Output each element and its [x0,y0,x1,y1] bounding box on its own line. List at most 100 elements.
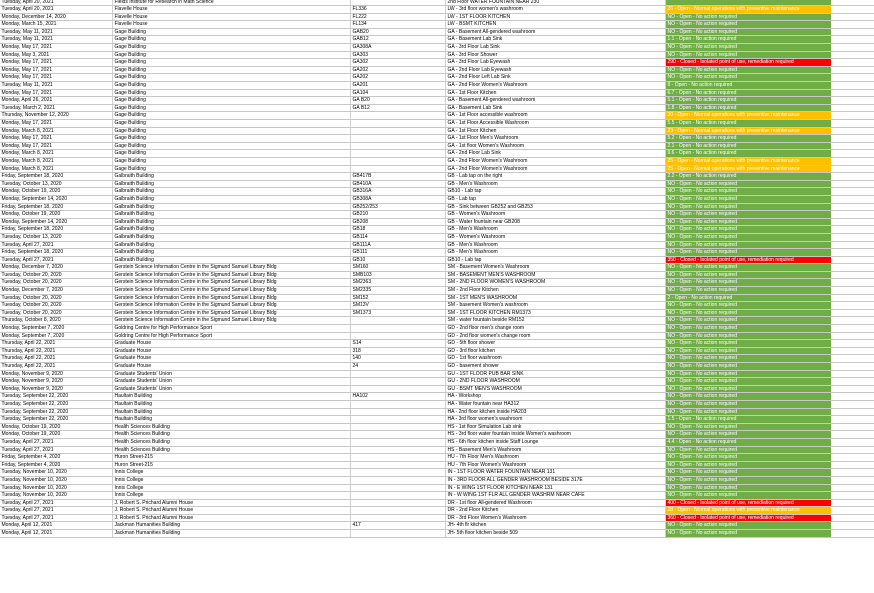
date-cell[interactable]: Monday, April 12, 2021 [1,522,53,529]
status-cell[interactable]: 4.4 - Open - No action required [665,438,831,446]
location-cell[interactable]: IN - E WING 1ST FLOOR KITCHEN NEAR 131 [445,484,665,492]
building-cell[interactable]: Gage Building [112,157,350,165]
date-cell[interactable]: Tuesday, April 27, 2021 [1,256,54,263]
date-cell[interactable]: Monday, May 17, 2021 [1,44,53,51]
location-cell[interactable]: GA - 1st Floor Accessible Washroom [445,120,665,127]
room-cell[interactable] [350,492,445,499]
location-cell[interactable]: GD - 3rd floor kitchen [445,347,665,355]
date-cell[interactable]: Monday, October 19, 2020 [1,211,61,218]
location-cell[interactable]: SM - basement Women's washroom [445,302,665,309]
room-cell[interactable] [350,446,445,454]
status-cell[interactable]: NO - Open - No action required [665,226,831,233]
location-cell[interactable]: GB - Women's Washroom [445,211,665,218]
building-cell[interactable]: Galbraith Building [112,195,350,203]
date-cell[interactable]: Friday, September 4, 2020 [1,454,61,461]
date-cell[interactable]: Monday, April 26, 2021 [1,97,53,104]
room-cell[interactable]: GB10 [350,256,445,264]
date-cell[interactable]: Tuesday, March 2, 2021 [1,104,55,111]
room-cell[interactable]: GA303 [350,51,445,59]
building-cell[interactable]: Galbraith Building [112,241,350,249]
room-cell[interactable]: GB114 [350,233,445,241]
location-cell[interactable]: HS - 3rd floor water fountain inside Wom… [445,431,665,438]
location-cell[interactable]: GA - 2nd Floor Left Lab Sink [445,74,665,82]
building-cell[interactable]: Galbraith Building [112,256,350,264]
room-cell[interactable]: GB410A [350,180,445,188]
status-cell[interactable]: 25 - Open - Normal operations with preve… [665,165,831,173]
date-cell[interactable]: Tuesday, October 13, 2020 [1,180,62,187]
room-cell[interactable] [350,469,445,476]
status-cell[interactable]: NO - Open - No action required [665,13,831,21]
room-cell[interactable]: GB210 [350,211,445,218]
date-cell[interactable]: Monday, May 3, 2021 [1,51,50,58]
location-cell[interactable]: GA - 2nd Floor Women's Washroom [445,157,665,165]
room-cell[interactable] [350,332,445,340]
date-cell[interactable]: Tuesday, April 27, 2021 [1,446,54,453]
status-cell[interactable]: NO - Open - No action required [665,522,831,530]
room-cell[interactable]: 24 [350,363,445,370]
room-cell[interactable]: 417 [350,522,445,530]
location-cell[interactable]: GU - 1ST FLOOR PUB BAR SINK [445,370,665,378]
room-cell[interactable] [350,317,445,325]
room-cell[interactable] [350,120,445,127]
date-cell[interactable]: Tuesday, April 27, 2021 [1,241,54,248]
date-cell[interactable]: Monday, December 7, 2020 [1,287,63,294]
building-cell[interactable]: Gerstein Science Information Centre in t… [112,279,350,287]
date-cell[interactable]: Thursday, April 22, 2021 [1,347,56,354]
status-cell[interactable]: NO - Open - No action required [665,188,831,195]
location-cell[interactable]: IN - 3RD FLOOR ALL GENDER WASHROOM BESID… [445,476,665,484]
room-cell[interactable]: GB316A [350,188,445,195]
location-cell[interactable]: SM - BASEMENT MEN'S WASHROOM [445,271,665,279]
room-cell[interactable]: SMB103 [350,271,445,279]
room-cell[interactable]: GB417B [350,173,445,180]
room-cell[interactable] [350,431,445,438]
status-cell[interactable]: NO - Open - No action required [665,218,831,226]
room-cell[interactable]: SM152 [350,294,445,302]
location-cell[interactable]: GA - Basement Lab Sink [445,104,665,112]
date-cell[interactable]: Monday, May 17, 2021 [1,142,53,149]
date-cell[interactable]: Monday, May 17, 2021 [1,120,53,126]
status-cell[interactable]: NO - Open - No action required [665,241,831,249]
date-cell[interactable]: Tuesday, April 20, 2021 [1,6,54,13]
status-cell[interactable]: NO - Open - No action required [665,400,831,408]
room-cell[interactable]: GB308A [350,195,445,203]
date-cell[interactable]: Friday, September 18, 2020 [1,226,64,233]
location-cell[interactable]: GB - Lab tap [445,195,665,203]
building-cell[interactable]: Gage Building [112,142,350,150]
building-cell[interactable]: Flavelle House [112,21,350,28]
date-cell[interactable]: Tuesday, October 20, 2020 [1,302,62,309]
location-cell[interactable]: GU - 2ND FLOOR WASHROOM [445,378,665,385]
building-cell[interactable]: Graduate House [112,340,350,347]
building-cell[interactable]: Huron Street-215 [112,461,350,469]
building-cell[interactable]: Gage Building [112,82,350,89]
room-cell[interactable]: GB252/253 [350,203,445,211]
location-cell[interactable]: HA - Water fountain near HA312 [445,400,665,408]
location-cell[interactable]: JH- 5th floor kitchen beside 509 [445,530,665,537]
building-cell[interactable]: Gerstein Science Information Centre in t… [112,264,350,271]
room-cell[interactable]: HA102 [350,393,445,400]
status-cell[interactable]: NO - Open - No action required [665,249,831,256]
building-cell[interactable]: Gerstein Science Information Centre in t… [112,302,350,309]
status-cell[interactable]: NO - Open - No action required [665,385,831,393]
status-cell[interactable]: NO - Open - No action required [665,211,831,218]
date-cell[interactable]: Monday, November 9, 2020 [1,370,63,377]
location-cell[interactable]: HS - 6th floor kitchen inside Staff Loun… [445,438,665,446]
status-cell[interactable]: NO - Open - No action required [665,454,831,461]
room-cell[interactable] [350,112,445,119]
status-cell[interactable]: NO - Open - No action required [665,431,831,438]
status-cell[interactable]: NO - Open - No action required [665,66,831,74]
status-cell[interactable]: 5.1 - Open - No action required [665,97,831,104]
building-cell[interactable]: Health Sciences Building [112,438,350,446]
room-cell[interactable]: 140 [350,355,445,362]
date-cell[interactable]: Monday, March 8, 2021 [1,165,54,172]
location-cell[interactable]: GB10 - Lab tap [445,188,665,195]
date-cell[interactable]: Tuesday, October 13, 2020 [1,233,62,240]
location-cell[interactable]: GA - Basement Lab Sink [445,36,665,44]
date-cell[interactable]: Tuesday, April 27, 2021 [1,507,54,514]
status-cell[interactable]: NO - Open - No action required [665,287,831,294]
location-cell[interactable]: SM - water fountain beside RM152 [445,317,665,325]
date-cell[interactable]: Tuesday, October 20, 2020 [1,279,62,286]
location-cell[interactable]: GB - Men's Washroom [445,241,665,249]
date-cell[interactable]: Monday, November 9, 2020 [1,385,63,392]
status-cell[interactable]: 26 - Open - Normal operations with preve… [665,6,831,13]
status-cell[interactable]: NO - Open - No action required [665,461,831,469]
